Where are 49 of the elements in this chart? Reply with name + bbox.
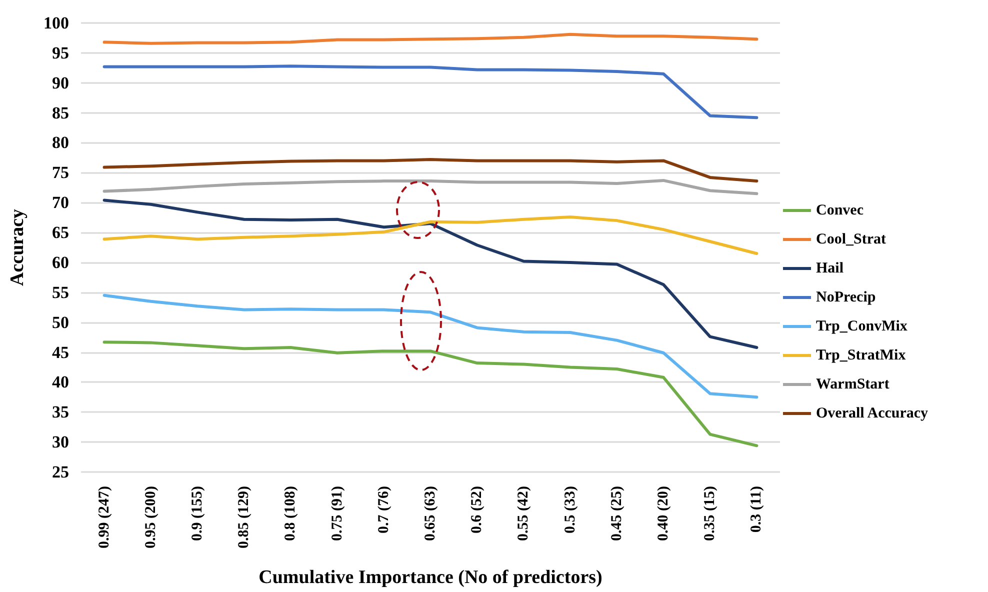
- y-tick-label: 85: [52, 103, 69, 122]
- x-tick-label: 0.5 (33): [562, 486, 578, 534]
- x-axis-title: Cumulative Importance (No of predictors): [258, 567, 602, 588]
- line-series: [102, 32, 758, 45]
- line-series: [102, 198, 758, 349]
- line-series: [102, 64, 758, 120]
- y-tick-label: 80: [52, 133, 69, 152]
- x-tick-label: 0.85 (129): [236, 486, 252, 548]
- x-tick-label: 0.99 (247): [96, 486, 112, 548]
- x-tick-label: 0.6 (52): [469, 486, 486, 534]
- line-series: [102, 215, 758, 255]
- line-series: [102, 294, 758, 399]
- line-series: [102, 158, 758, 183]
- y-tick-label: 70: [52, 193, 69, 212]
- x-tick-label: 0.8 (108): [282, 486, 299, 541]
- x-tick-label: 0.45 (25): [608, 486, 625, 541]
- legend-label: Hail: [816, 260, 844, 276]
- y-tick-label: 75: [52, 163, 69, 182]
- y-tick-label: 95: [52, 43, 69, 62]
- y-tick-label: 35: [52, 402, 69, 422]
- x-tick-label: 0.35 (15): [702, 486, 718, 541]
- legend-label: Trp_ConvMix: [816, 318, 908, 334]
- x-tick-label: 0.75 (91): [329, 486, 346, 541]
- x-tick-label: 0.55 (42): [516, 486, 532, 541]
- y-tick-label: 30: [52, 432, 69, 452]
- line-series: [102, 178, 758, 196]
- y-tick-label: 25: [52, 462, 69, 482]
- legend-label: Trp_StratMix: [816, 348, 906, 364]
- x-tick-label: 0.65 (63): [422, 486, 438, 541]
- y-tick-label: 40: [52, 372, 69, 392]
- legend-label: Overall Accuracy: [816, 406, 929, 422]
- y-tick-label: 55: [52, 282, 69, 302]
- x-tick-label: 0.7 (76): [376, 486, 392, 534]
- legend-label: Convec: [816, 202, 864, 218]
- y-axis-title: Accuracy: [7, 208, 28, 286]
- y-tick-label: 65: [52, 223, 69, 242]
- x-tick-label: 0.3 (11): [748, 486, 765, 533]
- legend-label: Cool_Strat: [816, 232, 886, 248]
- y-tick-label: 90: [52, 73, 69, 92]
- x-tick-label: 0.95 (200): [142, 486, 159, 548]
- x-tick-label: 0.9 (155): [190, 486, 206, 541]
- legend-label: NoPrecip: [816, 290, 876, 306]
- y-tick-label: 60: [52, 252, 69, 272]
- line-series: [102, 340, 758, 448]
- y-tick-label: 100: [44, 14, 69, 32]
- legend-label: WarmStart: [816, 376, 890, 392]
- x-tick-label: 0.40 (20): [656, 486, 672, 541]
- y-tick-label: 45: [52, 342, 69, 362]
- y-tick-label: 50: [52, 312, 69, 332]
